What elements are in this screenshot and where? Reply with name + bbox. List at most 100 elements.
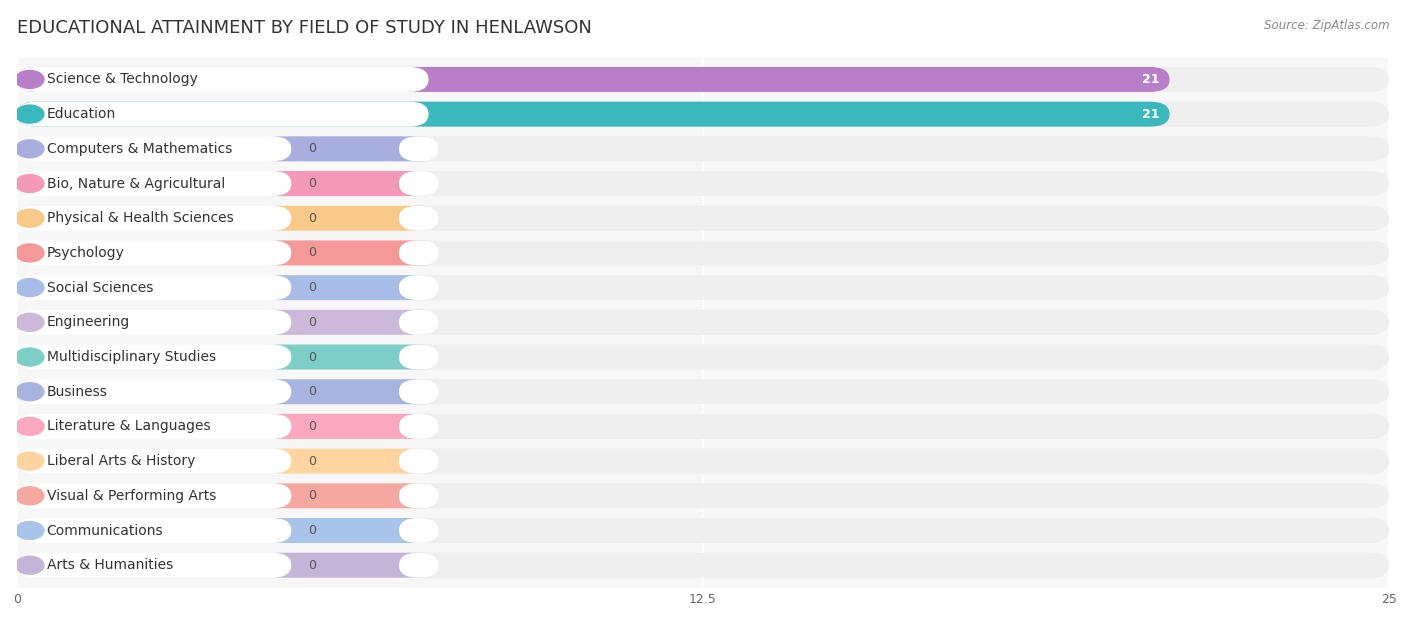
- FancyBboxPatch shape: [271, 240, 429, 265]
- FancyBboxPatch shape: [399, 483, 439, 508]
- FancyBboxPatch shape: [17, 449, 429, 473]
- FancyBboxPatch shape: [17, 240, 1389, 265]
- Text: Social Sciences: Social Sciences: [46, 281, 153, 295]
- FancyBboxPatch shape: [17, 67, 1170, 92]
- FancyBboxPatch shape: [17, 483, 429, 508]
- Text: 0: 0: [308, 142, 316, 155]
- Circle shape: [15, 70, 44, 88]
- FancyBboxPatch shape: [17, 137, 429, 161]
- FancyBboxPatch shape: [271, 206, 429, 231]
- FancyBboxPatch shape: [399, 240, 439, 265]
- FancyBboxPatch shape: [17, 518, 429, 543]
- FancyBboxPatch shape: [17, 67, 429, 92]
- FancyBboxPatch shape: [271, 310, 429, 335]
- Circle shape: [15, 209, 44, 228]
- Circle shape: [15, 487, 44, 505]
- FancyBboxPatch shape: [399, 137, 439, 161]
- Circle shape: [15, 313, 44, 331]
- FancyBboxPatch shape: [17, 379, 1389, 404]
- Text: 21: 21: [1142, 73, 1160, 86]
- Circle shape: [15, 556, 44, 574]
- FancyBboxPatch shape: [17, 553, 429, 578]
- Text: 0: 0: [308, 386, 316, 398]
- FancyBboxPatch shape: [17, 137, 1389, 161]
- Text: 0: 0: [308, 212, 316, 225]
- FancyBboxPatch shape: [271, 379, 429, 404]
- FancyBboxPatch shape: [271, 553, 429, 578]
- Text: Education: Education: [46, 107, 115, 121]
- Text: Psychology: Psychology: [46, 246, 124, 260]
- Text: 0: 0: [308, 281, 316, 294]
- FancyBboxPatch shape: [17, 102, 1389, 126]
- FancyBboxPatch shape: [17, 240, 429, 265]
- FancyBboxPatch shape: [17, 414, 429, 439]
- Text: 0: 0: [308, 559, 316, 572]
- Circle shape: [15, 452, 44, 470]
- Text: 0: 0: [308, 246, 316, 259]
- FancyBboxPatch shape: [17, 310, 1389, 335]
- FancyBboxPatch shape: [399, 379, 439, 404]
- Text: 0: 0: [308, 316, 316, 329]
- FancyBboxPatch shape: [17, 67, 1389, 92]
- FancyBboxPatch shape: [17, 275, 1389, 300]
- FancyBboxPatch shape: [271, 449, 429, 473]
- Text: 0: 0: [308, 489, 316, 502]
- FancyBboxPatch shape: [271, 171, 429, 196]
- Text: Literature & Languages: Literature & Languages: [46, 420, 209, 434]
- FancyBboxPatch shape: [17, 553, 1389, 578]
- FancyBboxPatch shape: [399, 275, 439, 300]
- FancyBboxPatch shape: [17, 518, 1389, 543]
- Text: Engineering: Engineering: [46, 315, 129, 329]
- FancyBboxPatch shape: [399, 518, 439, 543]
- Text: Communications: Communications: [46, 523, 163, 537]
- Text: 21: 21: [1142, 107, 1160, 121]
- FancyBboxPatch shape: [271, 518, 429, 543]
- FancyBboxPatch shape: [271, 137, 429, 161]
- Text: Arts & Humanities: Arts & Humanities: [46, 558, 173, 572]
- Text: Physical & Health Sciences: Physical & Health Sciences: [46, 211, 233, 225]
- FancyBboxPatch shape: [271, 344, 429, 370]
- FancyBboxPatch shape: [399, 344, 439, 370]
- FancyBboxPatch shape: [17, 379, 429, 404]
- FancyBboxPatch shape: [399, 310, 439, 335]
- FancyBboxPatch shape: [271, 414, 429, 439]
- FancyBboxPatch shape: [271, 275, 429, 300]
- Text: Multidisciplinary Studies: Multidisciplinary Studies: [46, 350, 215, 364]
- FancyBboxPatch shape: [17, 206, 1389, 231]
- Circle shape: [15, 348, 44, 366]
- FancyBboxPatch shape: [17, 310, 429, 335]
- Circle shape: [15, 140, 44, 158]
- Text: EDUCATIONAL ATTAINMENT BY FIELD OF STUDY IN HENLAWSON: EDUCATIONAL ATTAINMENT BY FIELD OF STUDY…: [17, 19, 592, 37]
- FancyBboxPatch shape: [399, 553, 439, 578]
- Text: Computers & Mathematics: Computers & Mathematics: [46, 142, 232, 156]
- Text: 0: 0: [308, 177, 316, 190]
- Circle shape: [15, 244, 44, 262]
- Circle shape: [15, 417, 44, 435]
- FancyBboxPatch shape: [17, 414, 1389, 439]
- Text: Bio, Nature & Agricultural: Bio, Nature & Agricultural: [46, 176, 225, 190]
- FancyBboxPatch shape: [17, 206, 429, 231]
- Text: Source: ZipAtlas.com: Source: ZipAtlas.com: [1264, 19, 1389, 32]
- Text: 0: 0: [308, 524, 316, 537]
- FancyBboxPatch shape: [17, 344, 429, 370]
- Text: 0: 0: [308, 454, 316, 468]
- Text: 0: 0: [308, 420, 316, 433]
- Text: Science & Technology: Science & Technology: [46, 73, 197, 87]
- Circle shape: [15, 105, 44, 123]
- Text: Business: Business: [46, 385, 107, 399]
- Circle shape: [15, 174, 44, 193]
- Circle shape: [15, 383, 44, 401]
- FancyBboxPatch shape: [17, 102, 1170, 126]
- Text: 0: 0: [308, 351, 316, 363]
- FancyBboxPatch shape: [399, 414, 439, 439]
- FancyBboxPatch shape: [271, 483, 429, 508]
- FancyBboxPatch shape: [399, 206, 439, 231]
- FancyBboxPatch shape: [17, 171, 429, 196]
- Text: Visual & Performing Arts: Visual & Performing Arts: [46, 489, 217, 503]
- FancyBboxPatch shape: [399, 171, 439, 196]
- FancyBboxPatch shape: [17, 449, 1389, 473]
- FancyBboxPatch shape: [17, 275, 429, 300]
- FancyBboxPatch shape: [17, 102, 429, 126]
- FancyBboxPatch shape: [399, 449, 439, 473]
- FancyBboxPatch shape: [17, 483, 1389, 508]
